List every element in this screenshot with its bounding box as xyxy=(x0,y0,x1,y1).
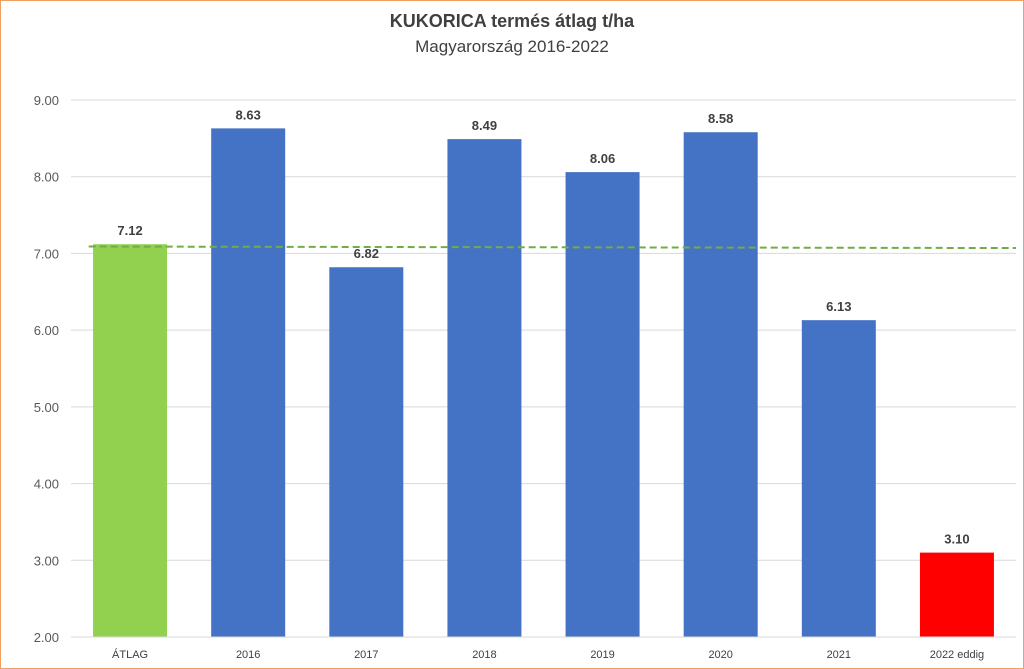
chart-subtitle: Magyarország 2016-2022 xyxy=(415,37,609,56)
x-tick-label: 2018 xyxy=(472,649,496,661)
trendline xyxy=(88,245,1017,250)
data-label: 8.63 xyxy=(236,107,261,122)
x-tick-label: 2017 xyxy=(354,649,378,661)
x-tick-label: 2019 xyxy=(590,649,614,661)
x-tick-label: 2020 xyxy=(708,649,732,661)
y-tick-label: 2.00 xyxy=(34,630,59,645)
bar xyxy=(447,139,522,638)
y-tick-label: 5.00 xyxy=(34,400,59,415)
data-label: 6.13 xyxy=(826,299,851,314)
bar xyxy=(919,552,994,637)
y-tick-label: 8.00 xyxy=(34,170,59,185)
data-label: 7.12 xyxy=(117,223,142,238)
y-tick-label: 9.00 xyxy=(34,93,59,108)
bar xyxy=(329,267,404,637)
x-tick-label: 2021 xyxy=(827,649,851,661)
bar xyxy=(801,320,876,637)
y-tick-label: 3.00 xyxy=(34,553,59,568)
bar xyxy=(93,244,168,638)
data-label: 8.58 xyxy=(708,111,733,126)
bar xyxy=(683,132,758,637)
chart-title: KUKORICA termés átlag t/ha xyxy=(389,11,635,31)
data-label: 8.06 xyxy=(590,151,615,166)
y-tick-label: 4.00 xyxy=(34,477,59,492)
x-tick-label: 2022 eddig xyxy=(930,649,984,661)
data-label: 8.49 xyxy=(472,118,497,133)
x-tick-label: 2016 xyxy=(236,649,260,661)
data-label: 3.10 xyxy=(944,532,969,547)
data-label: 6.82 xyxy=(354,246,379,261)
x-tick-label: ÁTLAG xyxy=(112,648,148,661)
bar xyxy=(565,172,640,637)
y-tick-label: 7.00 xyxy=(34,246,59,261)
bar xyxy=(211,128,286,637)
y-tick-label: 6.00 xyxy=(34,323,59,338)
